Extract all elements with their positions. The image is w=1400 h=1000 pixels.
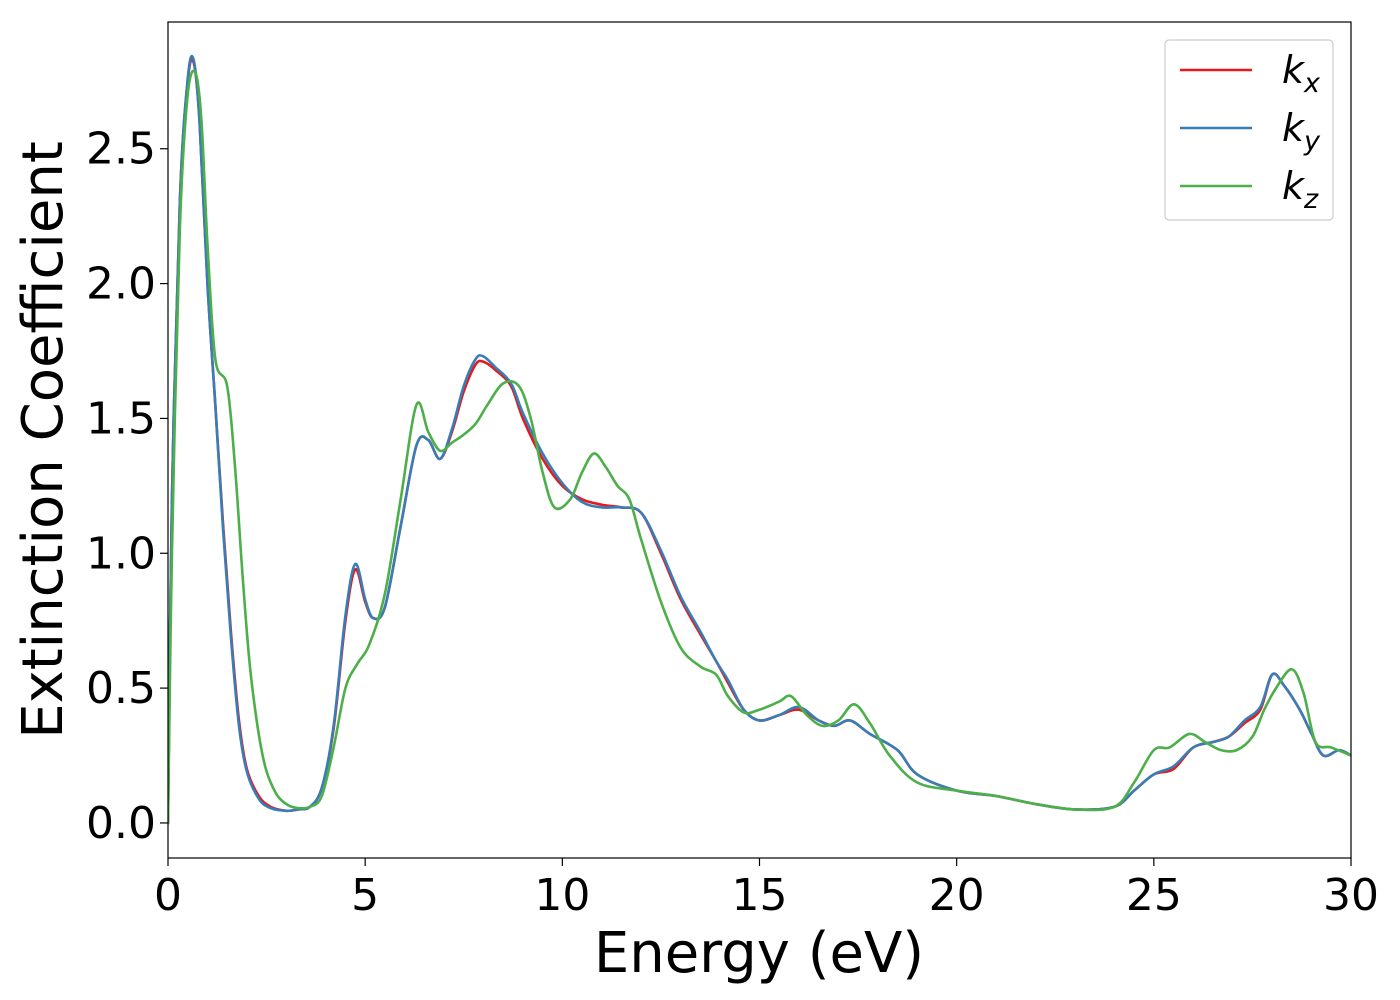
x-tick-label: 25 [1126,870,1182,921]
y-tick-label: 1.5 [86,393,156,444]
legend-label-x: kx [1282,48,1321,99]
series-line-y [168,54,1351,825]
legend-label-z: kz [1282,164,1319,215]
x-tick-label: 20 [929,870,985,921]
y-tick-label: 0.0 [86,798,156,849]
y-tick-label: 2.5 [86,124,156,175]
y-axis-title: Extinction Coefficient [11,141,76,739]
y-tick-label: 0.5 [86,663,156,714]
x-tick-label: 30 [1323,870,1379,921]
legend-label-y: ky [1282,106,1321,157]
y-axis-ticks: 0.0 0.5 1.0 1.5 2.0 2.5 [86,124,168,849]
x-axis-ticks: 0 5 10 15 20 25 30 [154,858,1379,921]
y-tick-label: 1.0 [86,528,156,579]
series-line-z [168,69,1351,825]
series-layer [168,54,1351,825]
legend-box [1164,39,1334,221]
x-tick-label: 15 [732,870,788,921]
x-tick-label: 5 [351,870,379,921]
x-axis-title: Energy (eV) [594,921,924,986]
x-tick-label: 0 [154,870,182,921]
legend: kx ky kz [1164,39,1334,221]
x-tick-label: 10 [534,870,590,921]
y-tick-label: 2.0 [86,259,156,310]
